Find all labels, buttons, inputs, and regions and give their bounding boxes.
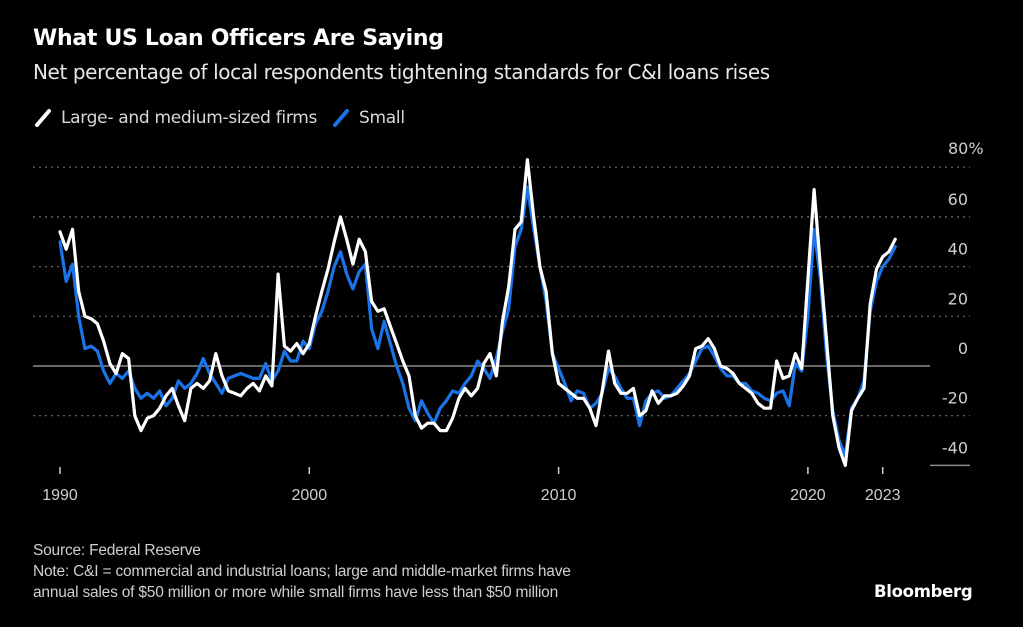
x-tick-label: 1990 — [42, 487, 78, 504]
source-text: Source: Federal Reserve — [33, 542, 201, 559]
y-tick-label: -40 — [942, 438, 968, 457]
y-tick-label: -20 — [942, 389, 968, 408]
series-line-small — [58, 185, 897, 458]
footer: Source: Federal Reserve Note: C&I = comm… — [33, 540, 571, 603]
legend-item-small: Small — [331, 108, 405, 128]
y-tick-label: 80% — [948, 139, 984, 158]
x-axis: 1990 2000 2010 2020 2023 — [42, 467, 901, 504]
note-line-1: Note: C&I = commercial and industrial lo… — [33, 563, 571, 580]
legend-item-large: Large- and medium-sized firms — [33, 108, 317, 128]
series-line-large-medium — [58, 158, 897, 467]
y-tick-label: 60 — [948, 190, 968, 209]
x-tick-label: 2000 — [292, 487, 328, 504]
legend-swatch-small — [333, 109, 350, 127]
legend-label-small: Small — [359, 108, 405, 128]
bloomberg-logo: Bloomberg — [874, 582, 973, 601]
legend-label-large: Large- and medium-sized firms — [61, 108, 318, 128]
y-tick-label: 20 — [948, 289, 968, 308]
y-tick-label: 40 — [948, 240, 968, 259]
x-tick-label: 2020 — [790, 487, 826, 504]
x-tick-label: 2010 — [541, 487, 577, 504]
y-tick-label: 0 — [958, 339, 968, 358]
chart-title: What US Loan Officers Are Saying — [33, 26, 444, 51]
legend-swatch-large — [35, 109, 51, 127]
x-tick-label: 2023 — [865, 487, 901, 504]
note-line-2: annual sales of $50 million or more whil… — [33, 584, 559, 601]
series-lines — [58, 158, 897, 467]
legend: Large- and medium-sized firms Small — [33, 108, 419, 128]
chart-subtitle: Net percentage of local respondents tigh… — [33, 60, 770, 84]
y-axis: 80% 60 40 20 0 -20 -40 — [942, 139, 984, 457]
gridlines — [33, 166, 970, 467]
